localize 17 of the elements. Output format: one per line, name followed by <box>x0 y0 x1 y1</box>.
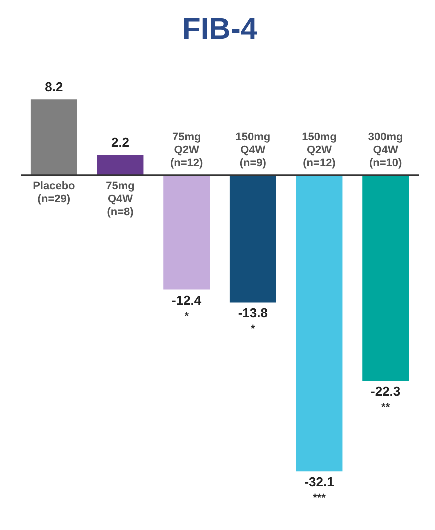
data-label: -13.8 <box>238 306 268 321</box>
annotation: * <box>184 310 190 323</box>
x-tick-label: 75mg Q4W (n=8) <box>106 180 135 218</box>
data-label: -32.1 <box>304 474 334 490</box>
data-label: 8.2 <box>45 80 64 95</box>
data-label: -12.4 <box>172 292 202 308</box>
annotation: * <box>251 324 256 336</box>
x-tick-label: 150mg Q2W (n=12) <box>302 131 337 170</box>
annotation: ** <box>382 402 391 414</box>
chart-title: FIB-4 <box>182 13 258 46</box>
data-label: -22.3 <box>371 384 401 400</box>
annotation: *** <box>313 492 327 505</box>
x-tick-label: 75mg Q2W (n=12) <box>170 131 204 170</box>
data-label: 2.2 <box>111 135 130 150</box>
x-tick-label: 150mg Q4W (n=9) <box>236 131 271 170</box>
x-tick-label: Placebo (n=29) <box>33 180 76 206</box>
x-tick-label: 300mg Q4W (n=10) <box>368 131 404 170</box>
